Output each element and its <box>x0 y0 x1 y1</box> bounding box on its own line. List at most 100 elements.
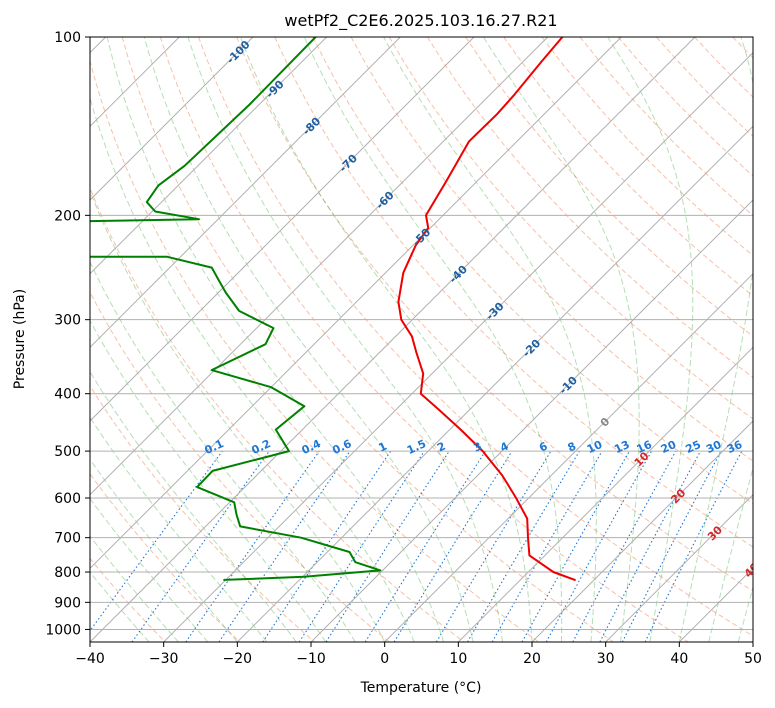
mixing-ratio-label-group: 36 <box>725 438 745 456</box>
moist-adiabat-line <box>106 37 445 642</box>
mixing-ratio-line <box>185 450 320 642</box>
y-tick-label: 700 <box>54 531 81 547</box>
moist-adiabat-line <box>187 37 503 642</box>
isotherm-gridline <box>90 37 401 349</box>
dry-adiabat-line <box>159 37 689 642</box>
mixing-ratio-label-group: 20 <box>659 438 679 456</box>
dry-adiabat-line <box>426 37 753 378</box>
dry-adiabat-line <box>90 186 465 642</box>
isotherm-gridline <box>90 37 696 642</box>
mixing-ratio-label: 13 <box>612 438 631 456</box>
x-tick-label: 40 <box>670 651 688 667</box>
mixing-ratio-label-group: 13 <box>612 438 631 456</box>
moist-adiabat-line <box>90 416 268 642</box>
moist-adiabat-line <box>90 497 209 642</box>
isotherm-gridline <box>310 199 753 642</box>
mixing-ratio-line <box>298 450 425 642</box>
mixing-ratio-line <box>545 450 653 642</box>
dry-adiabat-line <box>503 37 753 297</box>
dry-adiabat-line <box>312 37 753 505</box>
x-tick-label: 50 <box>744 651 762 667</box>
isotherm-gridline <box>531 420 753 642</box>
y-tick-label: 600 <box>54 491 81 507</box>
mixing-ratio-line <box>262 450 392 642</box>
x-tick-label: −10 <box>296 651 326 667</box>
mixing-ratio-lines <box>90 450 743 642</box>
y-tick-label: 400 <box>54 387 81 403</box>
mixing-ratio-line <box>644 450 743 642</box>
moist-adiabat-line <box>482 37 640 642</box>
y-tick-label: 1000 <box>45 622 81 638</box>
mixing-ratio-line <box>325 450 450 642</box>
pressure-gridlines <box>90 37 753 630</box>
isotherm-gridline <box>457 346 753 642</box>
isotherm-gridline <box>236 125 753 642</box>
dry-adiabat-line <box>465 37 753 338</box>
dry-adiabat-line <box>90 384 316 642</box>
dry-adiabat-line <box>90 472 241 642</box>
x-tick-label: −40 <box>75 651 105 667</box>
moist-adiabat-line <box>90 458 238 642</box>
y-tick-label: 200 <box>54 208 81 224</box>
y-tick-label: 100 <box>54 30 81 46</box>
mixing-ratio-line <box>572 450 677 642</box>
isotherm-label: 40 <box>742 560 762 580</box>
x-tick-label: 0 <box>380 651 389 667</box>
moist-adiabat-line <box>303 37 563 642</box>
mixing-ratio-label: 25 <box>684 438 703 456</box>
x-tick-label: −20 <box>223 651 253 667</box>
dry-adiabat-line <box>274 37 753 548</box>
isotherm-gridline <box>384 272 753 642</box>
moist-adiabat-line <box>90 370 297 642</box>
isotherm-gridline <box>605 493 753 642</box>
plot-frame <box>89 36 754 643</box>
mixing-ratio-label-group: 30 <box>704 438 724 456</box>
mixing-ratio-label-group: 10 <box>585 438 605 456</box>
x-tick-label: 30 <box>597 651 615 667</box>
isotherm-gridline <box>90 37 328 275</box>
skewed-isotherms <box>90 37 753 642</box>
mixing-ratio-label: 10 <box>585 438 605 456</box>
moist-adiabat-line <box>90 535 179 642</box>
moist-adiabat-line <box>90 189 386 642</box>
mixing-ratio-label: 36 <box>725 438 745 456</box>
mixing-ratio-label: 20 <box>659 438 679 456</box>
mixing-ratio-line <box>131 450 270 642</box>
mixing-ratio-line <box>90 450 223 632</box>
isotherm-gridline <box>90 37 475 422</box>
moist-adiabat-line <box>607 37 694 642</box>
dry-adiabat-line <box>90 59 540 642</box>
y-tick-label: 500 <box>54 444 81 460</box>
sounding-series <box>90 37 576 581</box>
mixing-ratio-label-group: 25 <box>684 438 703 456</box>
x-tick-label: 10 <box>449 651 467 667</box>
dry-adiabat-line <box>236 37 753 592</box>
moist-adiabat-line <box>143 37 474 642</box>
x-tick-label: 20 <box>523 651 541 667</box>
mixing-ratio-label: 16 <box>635 438 655 456</box>
y-axis-ticks: 100 200 300 400 500 600 700 800 900 1000 <box>45 30 90 638</box>
temperature-line <box>397 37 576 581</box>
moist-adiabat-line <box>90 260 356 642</box>
mixing-ratio-line <box>218 450 351 642</box>
plot-area: -100-90-80-70-60-50-40-30-20-10010203040… <box>90 37 762 642</box>
mixing-ratio-label: 30 <box>704 438 724 456</box>
x-axis-title: Temperature (°C) <box>360 680 482 696</box>
x-tick-label: −30 <box>149 651 179 667</box>
isotherm-label-group: 40 <box>742 560 762 580</box>
dry-adiabat-line <box>350 37 753 462</box>
dry-adiabat-line <box>90 291 390 642</box>
dry-adiabat-line <box>121 37 614 642</box>
y-tick-label: 900 <box>54 595 81 611</box>
chart-title: wetPf2_C2E6.2025.103.16.27.R21 <box>284 11 557 31</box>
x-axis-ticks: −40 −30 −20 −10 0 10 20 30 40 50 <box>75 642 762 667</box>
isotherm-gridline <box>163 51 753 642</box>
y-tick-label: 800 <box>54 565 81 581</box>
y-tick-label: 300 <box>54 313 81 329</box>
mixing-ratio-line <box>521 450 630 642</box>
isotherm-gridline <box>90 37 549 496</box>
mixing-ratio-line <box>393 450 513 642</box>
isotherm-gridline <box>90 37 254 201</box>
